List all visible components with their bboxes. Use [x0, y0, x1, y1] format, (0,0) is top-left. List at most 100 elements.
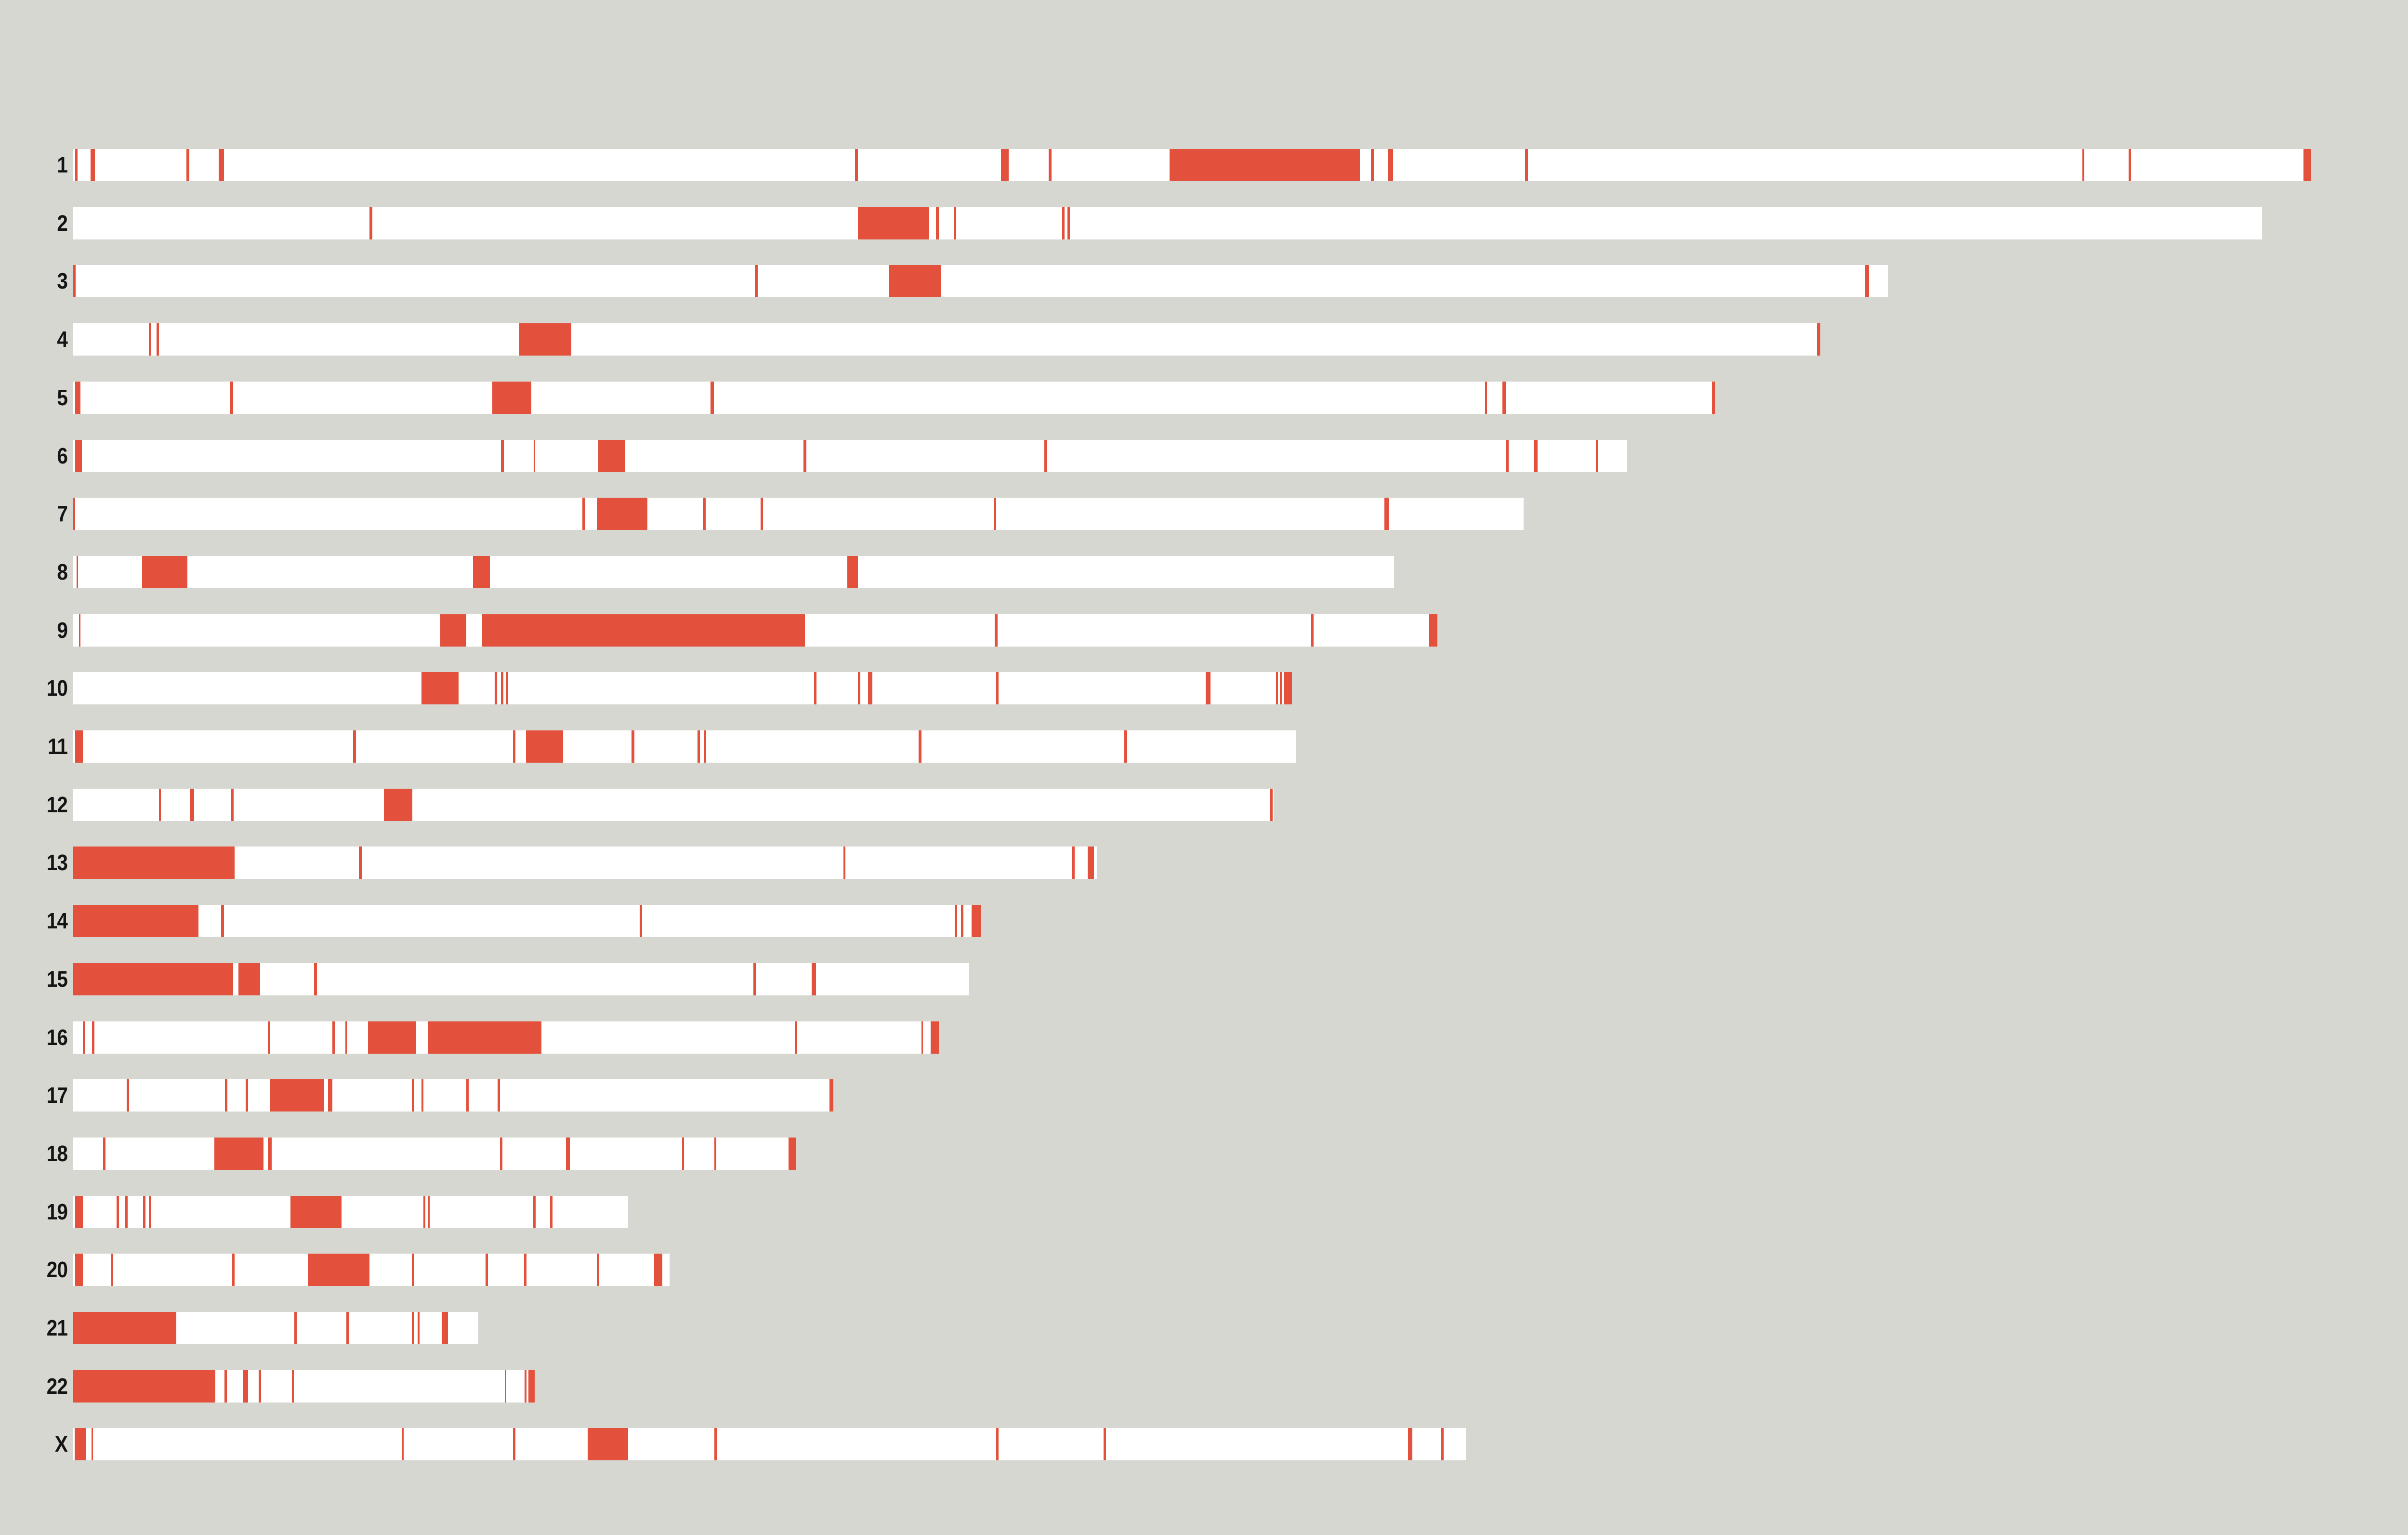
band-marker: [1371, 149, 1374, 181]
band-marker: [2082, 149, 2084, 181]
band-marker: [157, 323, 159, 356]
band-marker: [889, 265, 941, 297]
band-marker: [994, 498, 996, 530]
chromosome-label: 17: [46, 1083, 68, 1108]
band-marker: [73, 905, 198, 937]
band-marker: [814, 672, 816, 704]
band-marker: [682, 1138, 684, 1170]
band-marker: [418, 1312, 420, 1344]
band-marker: [75, 440, 82, 472]
chromosome-label: 6: [57, 443, 68, 468]
band-marker: [858, 207, 929, 239]
band-marker: [955, 905, 957, 937]
chromosome-bar: [73, 672, 1292, 704]
band-marker: [1088, 847, 1094, 879]
band-marker: [1067, 207, 1070, 239]
band-marker: [428, 1021, 541, 1054]
chromosome-bar: [73, 1254, 670, 1286]
band-marker: [225, 1079, 227, 1112]
band-marker: [506, 672, 508, 704]
band-marker: [190, 789, 194, 821]
band-marker: [224, 1370, 227, 1403]
band-marker: [526, 730, 563, 763]
band-marker: [423, 1196, 425, 1228]
band-marker: [1525, 149, 1528, 181]
chromosome-row-2: 2: [0, 207, 2408, 239]
chromosome-label: 20: [46, 1257, 68, 1282]
chromosome-row-5: 5: [0, 382, 2408, 414]
band-marker: [75, 1196, 83, 1228]
band-marker: [1206, 672, 1211, 704]
band-marker: [125, 1196, 128, 1228]
band-marker: [1865, 265, 1869, 297]
chromosome-bar: [73, 614, 1437, 647]
band-marker: [789, 1138, 796, 1170]
band-marker: [525, 1370, 526, 1403]
band-marker: [597, 498, 647, 530]
band-marker: [421, 672, 459, 704]
band-marker: [972, 905, 981, 937]
band-marker: [73, 963, 233, 995]
band-marker: [75, 730, 83, 763]
chromosome-label: 1: [57, 152, 68, 177]
band-marker: [755, 265, 758, 297]
chromosome-bar: [73, 1079, 833, 1112]
band-marker: [1072, 847, 1075, 879]
chromosome-row-15: 15: [0, 963, 2408, 995]
chromosome-row-1: 1: [0, 149, 2408, 181]
band-marker: [75, 1254, 83, 1286]
chromosome-bar: [73, 789, 1274, 821]
band-marker: [466, 1079, 469, 1112]
band-marker: [640, 905, 642, 937]
chromosome-label: 9: [57, 618, 68, 643]
chromosome-row-8: 8: [0, 556, 2408, 588]
chromosome-bar: [73, 1370, 535, 1403]
band-marker: [214, 1138, 263, 1170]
band-marker: [159, 789, 161, 821]
band-marker: [598, 440, 625, 472]
band-marker: [73, 1370, 215, 1403]
band-marker: [505, 1370, 506, 1403]
band-marker: [73, 847, 235, 879]
band-marker: [103, 1138, 105, 1170]
band-marker: [1104, 1428, 1106, 1460]
band-marker: [73, 265, 76, 297]
chromosome-label: 10: [46, 675, 68, 701]
band-marker: [259, 1370, 261, 1403]
band-marker: [858, 672, 860, 704]
band-marker: [753, 963, 756, 995]
band-marker: [482, 614, 805, 647]
band-marker: [117, 1196, 119, 1228]
band-marker: [2129, 149, 2131, 181]
band-marker: [308, 1254, 369, 1286]
band-marker: [961, 905, 963, 937]
band-marker: [292, 1370, 294, 1403]
band-marker: [632, 730, 634, 763]
band-marker: [111, 1254, 113, 1286]
band-marker: [75, 382, 80, 414]
chromosome-label: 14: [46, 908, 68, 933]
chromosome-bar: [73, 382, 1715, 414]
band-marker: [501, 672, 503, 704]
band-marker: [919, 730, 921, 763]
chromosome-bar: [73, 265, 1888, 297]
chromosome-bar: [73, 1021, 939, 1054]
band-marker: [73, 1312, 176, 1344]
chromosome-row-11: 11: [0, 730, 2408, 763]
band-marker: [1049, 149, 1052, 181]
chromosome-bar: [73, 440, 1627, 472]
chromosome-row-X: X: [0, 1428, 2408, 1460]
band-marker: [597, 1254, 599, 1286]
band-marker: [421, 1079, 423, 1112]
chromosome-bar: [73, 847, 1097, 879]
band-marker: [142, 556, 187, 588]
chromosome-label: 3: [57, 268, 68, 293]
band-marker: [369, 207, 372, 239]
band-marker: [75, 1428, 86, 1460]
chromosome-bar: [73, 963, 969, 995]
band-marker: [143, 1196, 145, 1228]
band-marker: [582, 498, 585, 530]
band-marker: [855, 149, 858, 181]
chromosome-label: 4: [57, 327, 68, 352]
band-marker: [1388, 149, 1393, 181]
